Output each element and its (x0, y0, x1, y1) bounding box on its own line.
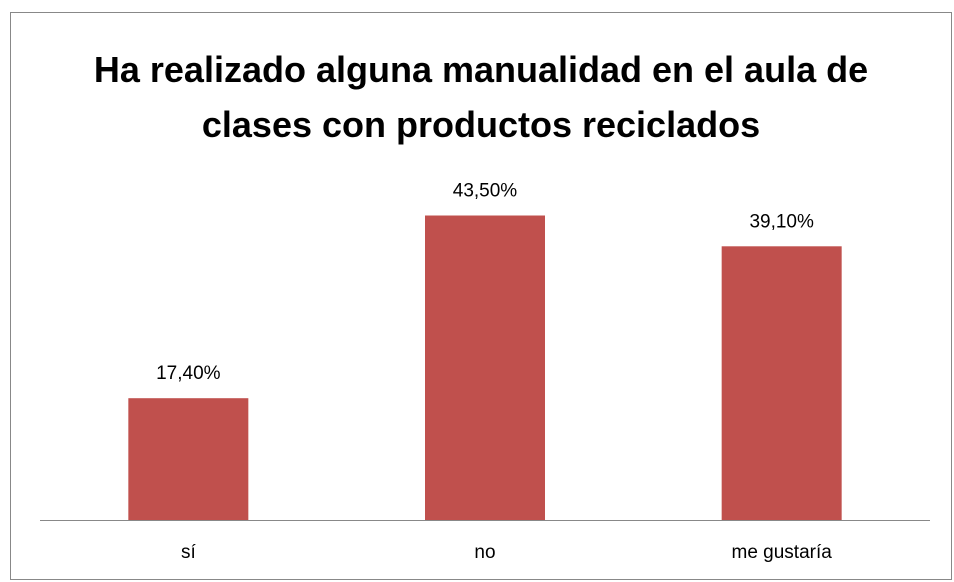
data-label: 39,10% (749, 211, 814, 232)
chart-title: Ha realizado alguna manualidad en el aul… (93, 49, 869, 145)
bar (128, 398, 249, 520)
x-tick-label: me gustaría (732, 542, 833, 563)
bar (721, 246, 842, 521)
x-tick-label: no (474, 542, 495, 563)
bar (425, 215, 545, 520)
data-label: 17,40% (156, 363, 221, 384)
x-tick-label: sí (181, 542, 197, 563)
data-label: 43,50% (453, 181, 518, 202)
